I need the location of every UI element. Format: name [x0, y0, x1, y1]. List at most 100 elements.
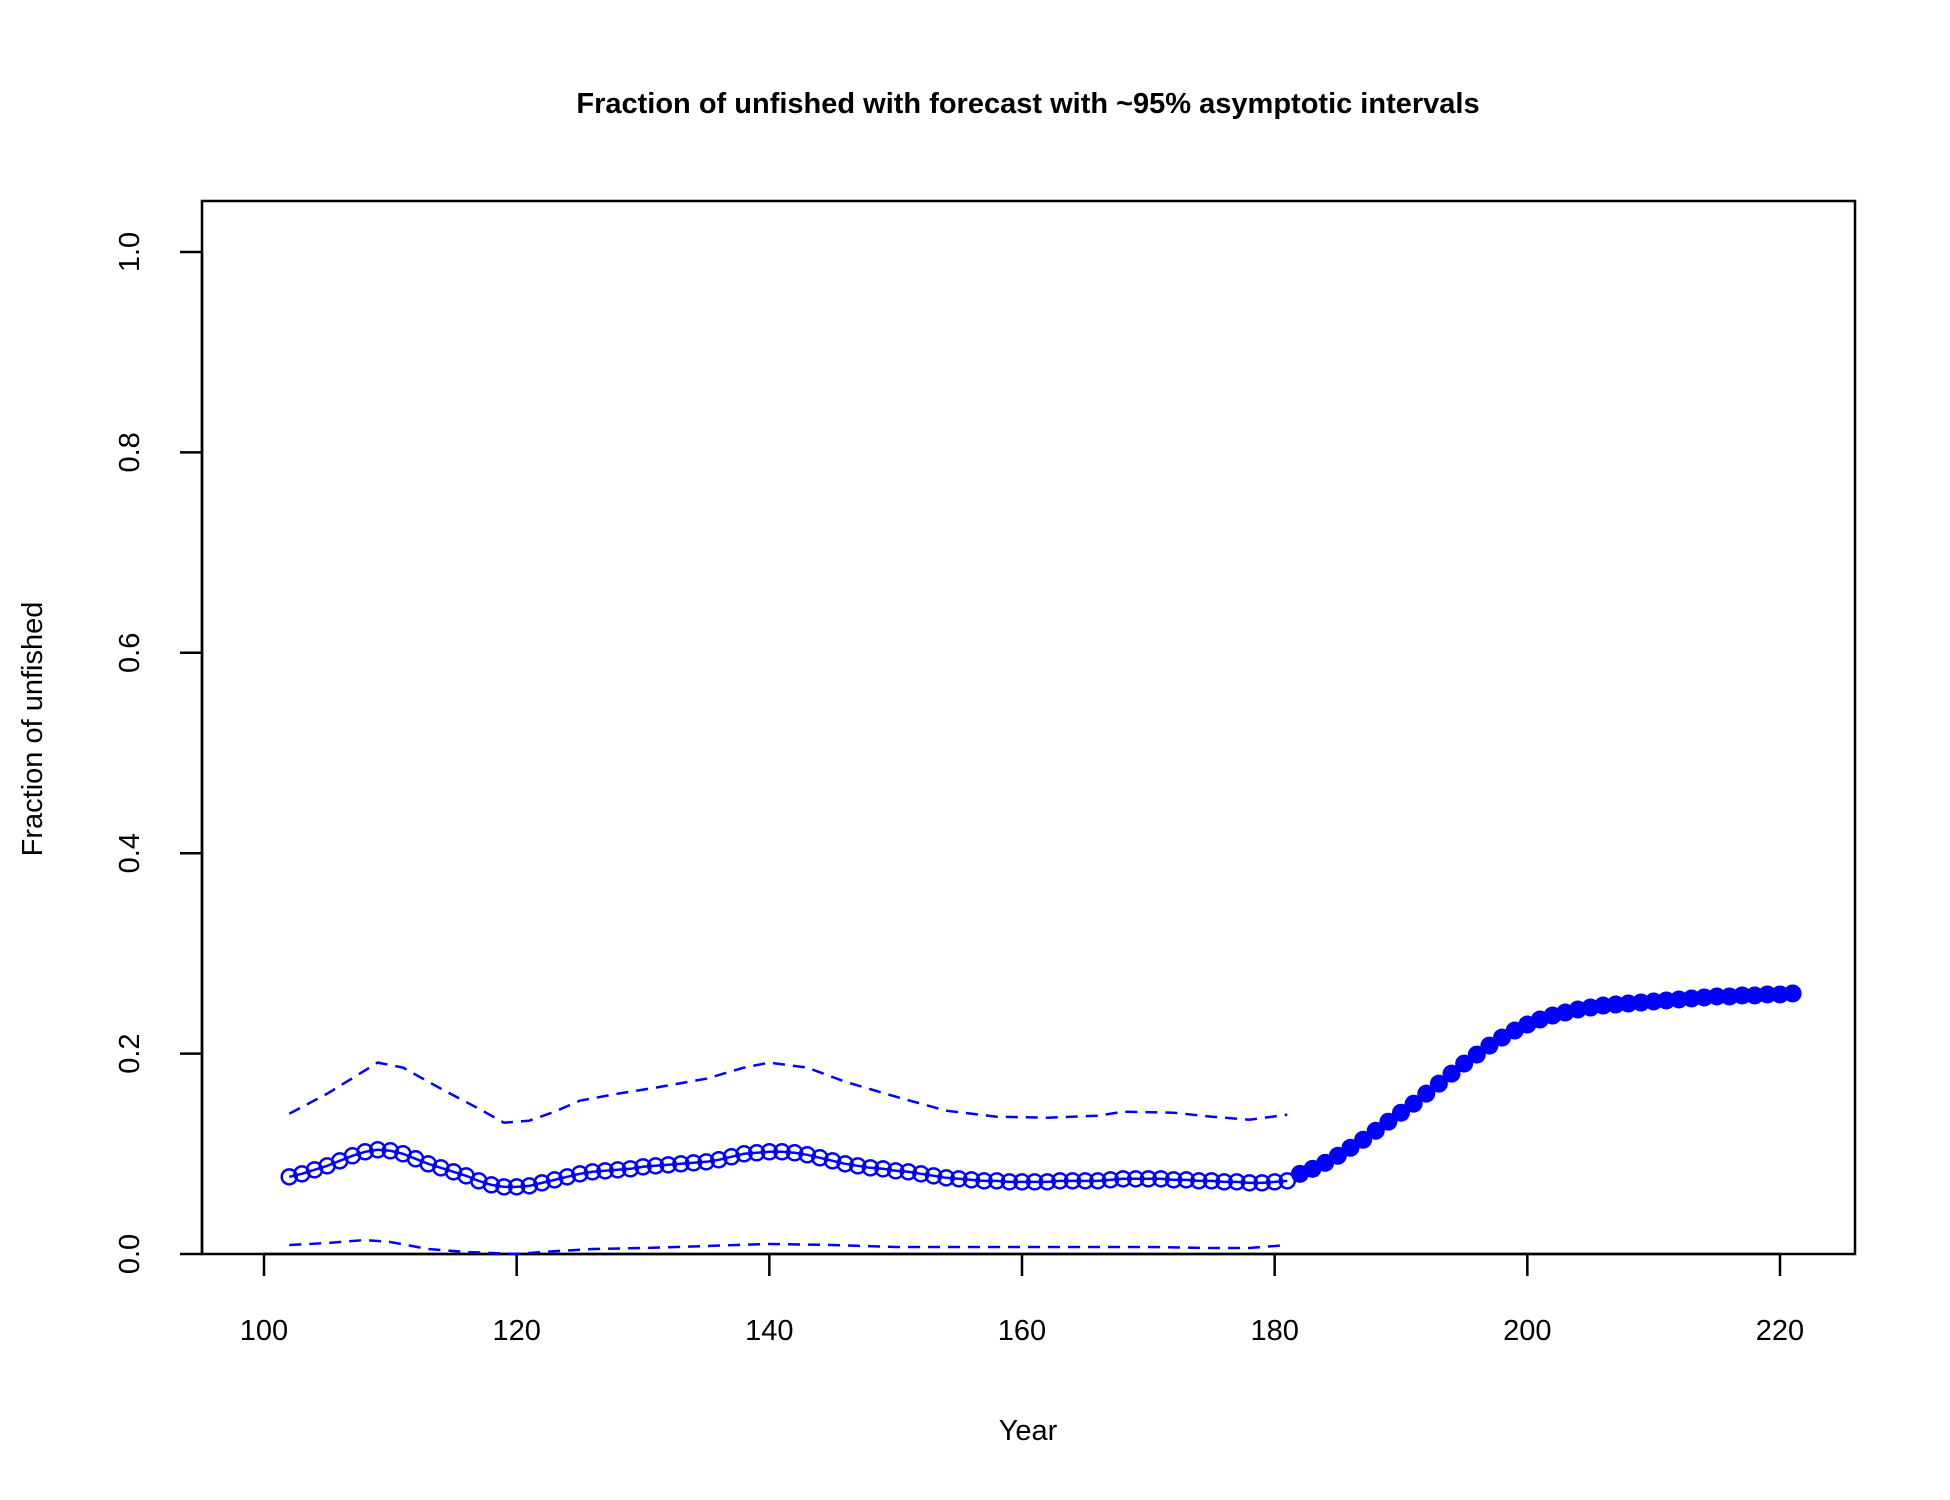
historical-point	[646, 1157, 665, 1175]
historical-point	[1139, 1170, 1158, 1188]
y-tick-label: 0.2	[114, 1033, 146, 1073]
historical-point	[558, 1168, 576, 1186]
historical-point	[710, 1151, 728, 1169]
historical-point	[596, 1162, 614, 1180]
historical-point	[836, 1155, 854, 1173]
historical-point	[950, 1170, 968, 1188]
y-axis: 0.0 0.2 0.4 0.6 0.8 1.0	[114, 232, 204, 1274]
historical-point	[1101, 1171, 1120, 1189]
y-tick-label: 0.6	[114, 633, 146, 673]
forecast-point	[1758, 985, 1777, 1004]
historical-point	[823, 1152, 842, 1170]
historical-point	[634, 1158, 652, 1176]
y-tick-label: 0.8	[114, 432, 146, 472]
historical-point	[368, 1141, 387, 1159]
y-tick-label: 0.4	[114, 833, 146, 873]
historical-point	[861, 1159, 880, 1177]
x-tick-label: 160	[998, 1315, 1046, 1347]
forecast-point	[1783, 984, 1802, 1003]
historical-point	[874, 1160, 892, 1178]
forecast-point	[1417, 1084, 1436, 1103]
historical-point	[1190, 1172, 1208, 1190]
x-tick-label: 120	[492, 1315, 540, 1347]
historical-point	[1089, 1172, 1107, 1190]
historical-point	[1177, 1171, 1195, 1189]
y-tick-label: 1.0	[114, 232, 146, 272]
y-axis-label: Fraction of unfished	[17, 602, 49, 857]
historical-point	[1240, 1174, 1259, 1192]
historical-point	[924, 1167, 943, 1185]
historical-point	[735, 1145, 753, 1163]
historical-point	[697, 1153, 715, 1171]
historical-point	[1228, 1173, 1246, 1191]
historical-point	[798, 1146, 816, 1164]
y-tick-label: 0.0	[114, 1234, 146, 1274]
forecast-point	[1455, 1054, 1474, 1073]
historical-point	[1051, 1172, 1069, 1190]
historical-point	[356, 1143, 374, 1161]
upper-95-interval-line	[288, 1061, 1288, 1124]
historical-point	[849, 1157, 867, 1175]
lower-95-interval-line	[289, 1238, 1288, 1256]
forecast-point	[1354, 1130, 1373, 1149]
historical-point	[1114, 1170, 1132, 1188]
historical-point	[533, 1174, 551, 1192]
x-axis: 100 120 140 160 180 200 220	[240, 1252, 1804, 1347]
historical-point	[1253, 1174, 1271, 1192]
historical-point	[495, 1178, 513, 1196]
historical-point	[280, 1168, 299, 1186]
historical-point	[571, 1165, 589, 1183]
historical-point	[773, 1143, 791, 1161]
historical-point	[975, 1172, 993, 1190]
forecast-point	[1429, 1074, 1448, 1093]
historical-point	[608, 1161, 627, 1179]
forecast-point	[1467, 1045, 1486, 1064]
historical-point	[811, 1149, 829, 1167]
historical-point	[899, 1163, 918, 1181]
historical-point	[722, 1148, 741, 1166]
forecast-point	[1442, 1064, 1461, 1083]
historical-point	[962, 1171, 981, 1189]
historical-point	[1076, 1172, 1094, 1190]
historical-point	[1152, 1170, 1170, 1188]
forecast-point	[1366, 1121, 1385, 1140]
forecast-point	[1404, 1094, 1423, 1113]
historical-point	[507, 1178, 526, 1196]
historical-point	[1063, 1172, 1082, 1190]
historical-point	[785, 1144, 804, 1162]
historical-point	[747, 1144, 766, 1162]
historical-point	[937, 1169, 955, 1187]
x-tick-label: 200	[1503, 1315, 1551, 1347]
forecast-point	[1379, 1112, 1398, 1131]
historical-point	[1164, 1171, 1183, 1189]
historical-point	[1265, 1173, 1284, 1191]
historical-point	[659, 1156, 678, 1174]
x-axis-label: Year	[999, 1415, 1058, 1447]
chart-title: Fraction of unfished with forecast with …	[576, 88, 1479, 120]
plot-frame	[200, 199, 1857, 1256]
plot-marks	[280, 984, 1802, 1256]
historical-point	[886, 1162, 905, 1180]
historical-point	[1025, 1173, 1044, 1191]
x-tick-label: 100	[240, 1315, 288, 1347]
historical-point	[760, 1143, 779, 1161]
x-tick-label: 180	[1250, 1315, 1298, 1347]
historical-point	[912, 1165, 930, 1183]
historical-point	[520, 1177, 539, 1195]
historical-point	[1038, 1173, 1057, 1191]
forecast-point	[1392, 1103, 1410, 1122]
historical-point	[672, 1155, 690, 1173]
forecast-point	[1733, 986, 1752, 1005]
historical-point	[1000, 1173, 1019, 1191]
historical-point	[1126, 1170, 1145, 1188]
historical-point	[1202, 1172, 1221, 1190]
historical-point	[583, 1163, 602, 1181]
historical-point	[684, 1154, 703, 1172]
historical-point	[482, 1176, 501, 1194]
historical-point	[621, 1160, 640, 1178]
forecast-point	[1707, 987, 1726, 1006]
historical-point	[1215, 1173, 1233, 1191]
x-tick-label: 220	[1756, 1315, 1804, 1347]
historical-point	[545, 1171, 564, 1189]
